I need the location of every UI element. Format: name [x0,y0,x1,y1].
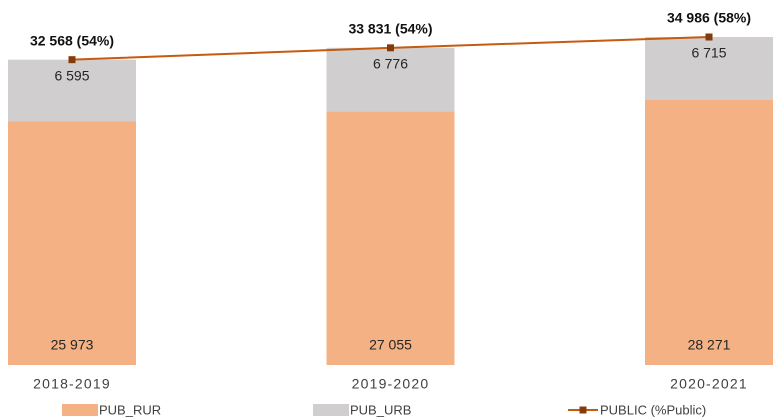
line-marker [705,33,713,41]
line-marker [68,56,76,64]
line-label: 34 986 (58%) [667,10,751,26]
value-label: 6 715 [691,45,726,61]
bar-segment [8,59,136,122]
value-label: 28 271 [688,337,731,353]
bar-segment [326,111,455,365]
bar-segment [326,47,455,112]
legend-marker [579,406,587,414]
legend-swatch [313,404,349,416]
line-label: 32 568 (54%) [30,32,114,48]
value-label: 6 595 [54,67,89,83]
line-marker [387,44,394,52]
legend-swatch [62,404,98,416]
bar-segment [645,37,773,100]
legend-label: PUBLIC (%Public) [600,402,706,417]
legend-label: PUB_RUR [99,402,161,417]
value-label: 25 973 [51,337,94,353]
x-tick-label: 2020-2021 [670,376,748,392]
value-label: 6 776 [373,56,408,72]
x-tick-label: 2019-2020 [352,376,430,392]
bar-segment [645,99,773,366]
x-tick-label: 2018-2019 [33,376,111,392]
value-label: 27 055 [369,337,412,353]
bar-segment [8,121,136,366]
line-label: 33 831 (54%) [348,21,432,37]
legend-label: PUB_URB [350,402,411,417]
